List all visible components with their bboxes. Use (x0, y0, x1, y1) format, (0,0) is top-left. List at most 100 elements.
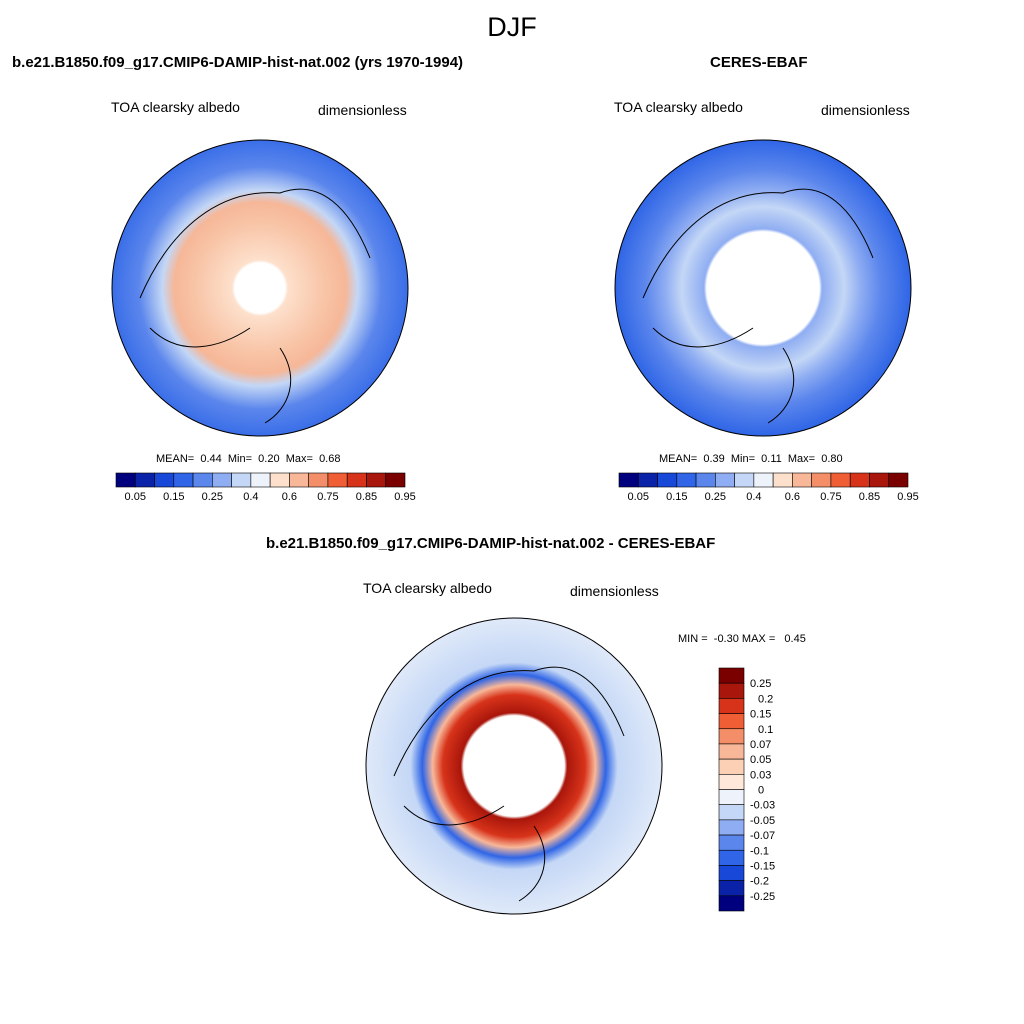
obs-colorbar-tick-label: 0.95 (897, 491, 918, 503)
model-variable-label: TOA clearsky albedo (111, 99, 240, 115)
model-colorbar-tick-label: 0.05 (125, 491, 146, 503)
diff-colorbar-box (718, 682, 745, 699)
model-colorbar-box (346, 472, 367, 488)
model-colorbar-box (250, 472, 271, 488)
diff-colorbar-tick-label: 0.1 (758, 724, 773, 736)
model-colorbar-box (192, 472, 213, 488)
diff-colorbar-box (718, 834, 745, 851)
obs-colorbar-tick-label: 0.25 (705, 491, 726, 503)
diff-map-field (366, 618, 662, 914)
diff-colorbar-tick-label: -0.03 (750, 800, 775, 812)
obs-colorbar: 0.05 0.15 0.25 0.4 0.6 0.75 0.85 0.95 (618, 472, 919, 503)
model-polar-map (111, 139, 409, 437)
diff-colorbar-box (718, 880, 745, 897)
obs-colorbar-tick-label: 0.75 (820, 491, 841, 503)
model-colorbar-box (289, 472, 309, 488)
diff-colorbar-box (718, 667, 745, 684)
diff-polar-map (365, 617, 663, 915)
obs-colorbar-box (715, 472, 735, 488)
model-min-value: 0.20 (258, 453, 280, 465)
diff-colorbar-box (718, 849, 745, 866)
model-map-border (111, 139, 409, 437)
diff-colorbar-tick-label: -0.07 (750, 830, 775, 842)
diff-min-value: -0.30 (713, 633, 739, 645)
diff-colorbar-tick-label: 0.03 (750, 769, 771, 781)
model-colorbar-box (212, 472, 232, 488)
diff-max-label: MAX = (741, 633, 776, 645)
model-colorbar-box (231, 472, 252, 488)
obs-colorbar-box (657, 472, 678, 488)
model-min-label: Min= (227, 453, 253, 465)
obs-colorbar-box (811, 472, 832, 488)
obs-max-label: Max= (787, 453, 816, 465)
obs-mean-label: MEAN= (659, 453, 698, 465)
diff-colorbar-tick-label: 0 (758, 785, 764, 797)
obs-colorbar-box (888, 472, 909, 488)
diff-colorbar-tick-label: -0.25 (750, 891, 775, 903)
obs-coastlines (642, 188, 874, 424)
diff-colorbar-tick-label: 0.07 (750, 739, 771, 751)
model-colorbar-tick-label: 0.4 (243, 491, 258, 503)
model-units-label: dimensionless (318, 102, 407, 118)
obs-colorbar-box (695, 472, 716, 488)
obs-map-border (614, 139, 912, 437)
model-map-field (112, 140, 408, 436)
model-mean-label: MEAN= (156, 453, 195, 465)
diff-colorbar-box (718, 774, 745, 790)
model-colorbar-tick-label: 0.85 (356, 491, 377, 503)
diff-colorbar-box (718, 789, 745, 805)
diff-colorbar-box (718, 728, 745, 745)
diff-colorbar-tick-label: -0.2 (750, 876, 769, 888)
diff-colorbar-tick-label: 0.25 (750, 678, 771, 690)
model-panel-title: b.e21.B1850.f09_g17.CMIP6-DAMIP-hist-nat… (12, 54, 464, 71)
diff-colorbar-box (718, 743, 745, 760)
obs-colorbar-box (637, 472, 658, 488)
obs-panel-title: CERES-EBAF (710, 54, 808, 71)
model-colorbar-box (385, 472, 406, 488)
diff-colorbar-tick-label: -0.05 (750, 815, 775, 827)
obs-colorbar-box (869, 472, 890, 488)
model-colorbar-box (327, 472, 348, 488)
model-colorbar-box (308, 472, 329, 488)
diff-min-label: MIN = (678, 633, 708, 645)
obs-colorbar-box (772, 472, 793, 488)
diff-colorbar-tick-label: 0.2 (758, 693, 773, 705)
obs-stats: MEAN= 0.39 Min= 0.11 Max= 0.80 (659, 453, 843, 465)
model-colorbar-tick-label: 0.95 (394, 491, 415, 503)
model-colorbar-box (154, 472, 175, 488)
obs-mean-value: 0.39 (703, 453, 725, 465)
diff-panel-title: b.e21.B1850.f09_g17.CMIP6-DAMIP-hist-nat… (266, 535, 716, 552)
model-colorbar-box (269, 472, 290, 488)
model-colorbar-tick-label: 0.75 (317, 491, 338, 503)
obs-colorbar-box (753, 472, 774, 488)
model-colorbar-tick-label: 0.15 (163, 491, 184, 503)
obs-variable-label: TOA clearsky albedo (614, 99, 743, 115)
obs-colorbar-box (830, 472, 851, 488)
obs-polar-map (614, 139, 912, 437)
model-colorbar: 0.05 0.15 0.25 0.4 0.6 0.75 0.85 0.95 (115, 472, 416, 503)
diff-units-label: dimensionless (570, 583, 659, 599)
diff-colorbar-tick-label: 0.05 (750, 754, 771, 766)
obs-colorbar-tick-label: 0.6 (785, 491, 800, 503)
diff-colorbar-tick-label: -0.15 (750, 860, 775, 872)
obs-colorbar-box (792, 472, 812, 488)
diff-colorbar-box (718, 804, 745, 821)
diff-colorbar: 0.25 0.2 0.15 0.1 0.07 0.05 0.03 0 -0.03 -0.05 -0.… (718, 667, 775, 912)
diff-map-border (365, 617, 663, 915)
model-stats: MEAN= 0.44 Min= 0.20 Max= 0.68 (156, 453, 340, 465)
diff-colorbar-box (718, 758, 745, 775)
obs-colorbar-tick-label: 0.4 (746, 491, 761, 503)
diff-colorbar-tick-label: -0.1 (750, 845, 769, 857)
obs-colorbar-tick-label: 0.05 (628, 491, 649, 503)
diff-colorbar-box (718, 895, 745, 912)
model-colorbar-tick-label: 0.6 (282, 491, 297, 503)
obs-colorbar-box (734, 472, 755, 488)
diff-colorbar-tick-label: 0.15 (750, 709, 771, 721)
diff-colorbar-box (718, 713, 745, 730)
diff-colorbar-box (718, 698, 745, 714)
model-colorbar-box (173, 472, 194, 488)
model-max-label: Max= (285, 453, 313, 465)
obs-units-label: dimensionless (821, 102, 910, 118)
diff-colorbar-box (718, 865, 745, 881)
